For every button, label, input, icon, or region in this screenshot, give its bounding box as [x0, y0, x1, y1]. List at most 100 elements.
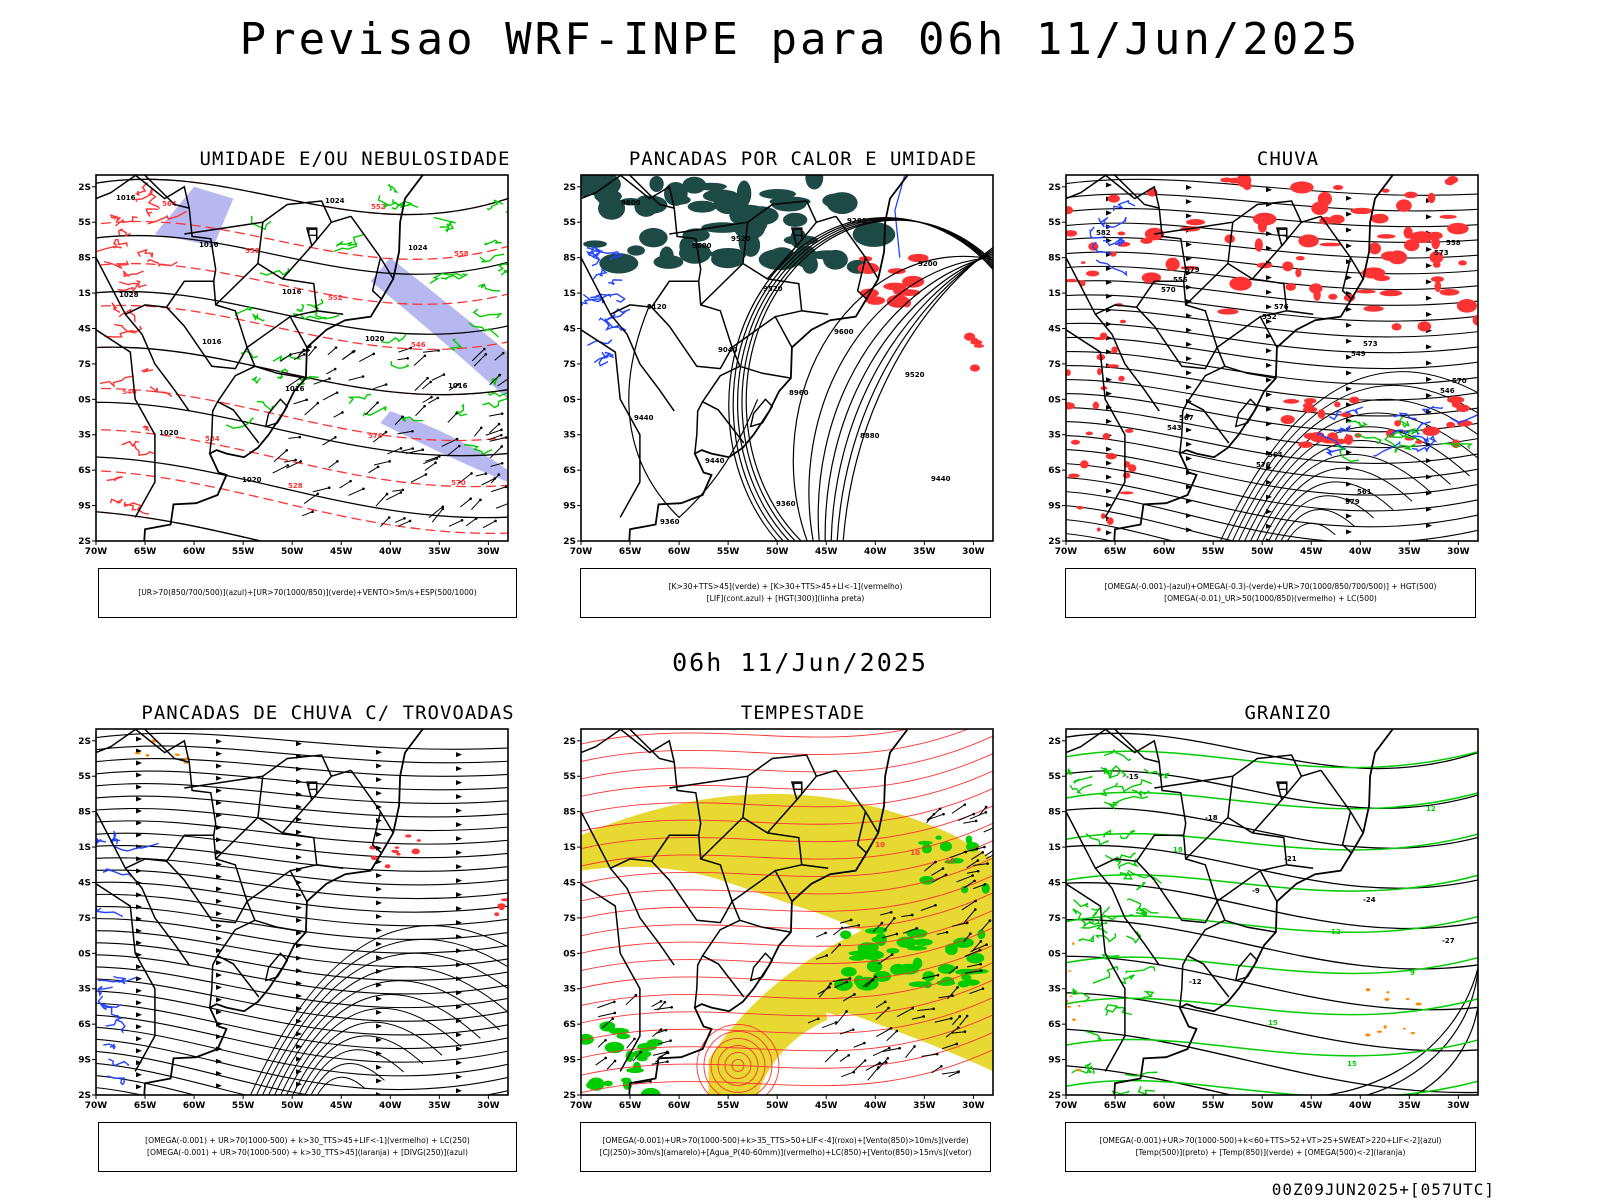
- lon-label: 65W: [619, 547, 642, 557]
- wind-vector: [446, 445, 460, 457]
- rain-area-red: [1456, 299, 1478, 313]
- rain-area-red: [1066, 402, 1075, 410]
- contour-label: 15: [1347, 1060, 1357, 1068]
- wind-vector-head: [979, 940, 983, 943]
- stream-arrow: [376, 886, 382, 892]
- convective-area-dark: [759, 189, 796, 199]
- contour-line: [1066, 1065, 1234, 1095]
- divg-contour-blue: [108, 1058, 130, 1067]
- contour-label: 540: [122, 388, 137, 396]
- storm-area-orange: [145, 754, 150, 757]
- stream-arrow: [456, 906, 462, 912]
- wind-vector: [872, 1047, 890, 1057]
- omega-contour-green: [1398, 443, 1417, 451]
- wind850-area-green: [603, 1080, 613, 1087]
- humidity-contour-green: [362, 406, 387, 417]
- wind-vector-head: [424, 473, 428, 476]
- stream-arrow: [1186, 356, 1192, 362]
- wind-vector-head: [385, 492, 389, 496]
- temp500-contour: [1270, 967, 1478, 1095]
- wind-vector: [386, 492, 402, 501]
- streamline-loop: [310, 1063, 385, 1095]
- omega-contour-green: [1389, 430, 1419, 442]
- lon-label: 30W: [477, 547, 500, 557]
- streamline-loop: [316, 1076, 366, 1095]
- border-line: [1185, 262, 1229, 306]
- map-granizo: -15 -18 -21 -24 -27 -12 15 15 12 18 -9 12 9 12S 15S 18S…: [1048, 728, 1479, 1111]
- lc850-streamline: [581, 839, 993, 885]
- storm-area-orange: [134, 752, 141, 755]
- storm-area-red: [497, 903, 506, 909]
- rain-area-red: [1403, 226, 1413, 239]
- border-line: [1094, 867, 1160, 966]
- contour-label: 1024: [325, 197, 345, 205]
- humidity-contour-green: [377, 195, 397, 209]
- streamline: [96, 930, 508, 968]
- wind-vector-head: [399, 491, 403, 494]
- contour-line: [96, 290, 508, 335]
- wind-vector-head: [848, 977, 852, 980]
- wind-vector: [490, 462, 503, 467]
- wind-vector-head: [890, 953, 894, 956]
- wind-vector: [307, 346, 316, 357]
- wind-vector: [862, 976, 876, 987]
- temp850-contour-green: [1066, 1038, 1478, 1057]
- stream-arrow: [136, 904, 142, 910]
- rain-area-red: [1409, 231, 1434, 243]
- wind-vector: [406, 449, 423, 454]
- legend-line: [OMEGA(-0.01)_UR>50(1000/850)(vermelho) …: [1164, 594, 1377, 603]
- wind-vector-head: [298, 435, 302, 439]
- rain-area-red: [1417, 321, 1432, 332]
- lc850-streamline: [581, 996, 993, 1041]
- rain-area-red: [1439, 288, 1460, 296]
- border-line: [257, 222, 344, 316]
- stream-arrow: [1186, 284, 1192, 290]
- df-box: [1278, 228, 1288, 236]
- wind-vector: [969, 811, 987, 820]
- temp850-contour-green: [1106, 1006, 1133, 1016]
- wind-vector-head: [479, 426, 483, 430]
- humidity-contour-green: [387, 183, 399, 194]
- wind-vector-head: [289, 353, 292, 356]
- omega-contour-blue: [1427, 435, 1438, 450]
- stream-arrow: [1346, 306, 1352, 312]
- wind-vector-head: [604, 1038, 607, 1042]
- humidity-contour-green: [240, 350, 258, 359]
- convective-area-red: [857, 262, 880, 274]
- wind-vector: [313, 378, 330, 385]
- stream-arrow: [136, 1048, 142, 1054]
- wind-vector-head: [441, 507, 445, 511]
- wind-vector-head: [938, 807, 942, 811]
- border-line: [1066, 257, 1230, 444]
- lc850-streamline: [581, 729, 970, 763]
- stream-arrow: [296, 791, 302, 797]
- wind-vector: [853, 1060, 866, 1073]
- wind-vector: [880, 911, 892, 916]
- wind850-area-green: [981, 883, 990, 894]
- rain-area-red: [1111, 346, 1118, 354]
- map-frame: [1065, 174, 1479, 542]
- contour-line: [96, 234, 508, 275]
- streamline-loop: [286, 1008, 462, 1095]
- contour-label: 564: [1268, 451, 1283, 459]
- omega-contour-blue: [1333, 424, 1352, 434]
- streamline-loop: [1286, 522, 1336, 541]
- wind-vector: [601, 1018, 614, 1029]
- rain-area-red: [1285, 282, 1296, 291]
- border-line: [742, 222, 829, 316]
- lc850-streamline: [581, 770, 993, 815]
- temp850-contour-green: [1115, 778, 1152, 793]
- lon-label: 45W: [330, 1101, 353, 1111]
- wind-vector-head: [955, 1042, 959, 1046]
- stream-arrow: [1106, 446, 1112, 452]
- wind-vector: [948, 967, 958, 975]
- wind-vector: [327, 347, 337, 356]
- border-line: [669, 754, 837, 789]
- wind-vector-head: [878, 1061, 882, 1065]
- lc850-streamline: [581, 909, 993, 954]
- wind-vector-head: [974, 819, 978, 823]
- wind-vector: [978, 806, 987, 816]
- stream-arrow: [216, 837, 222, 843]
- map-content: 582 579 576 573 570 567 564 561 558 555 552 549 546 5…: [1066, 175, 1478, 541]
- stream-arrow: [296, 854, 302, 860]
